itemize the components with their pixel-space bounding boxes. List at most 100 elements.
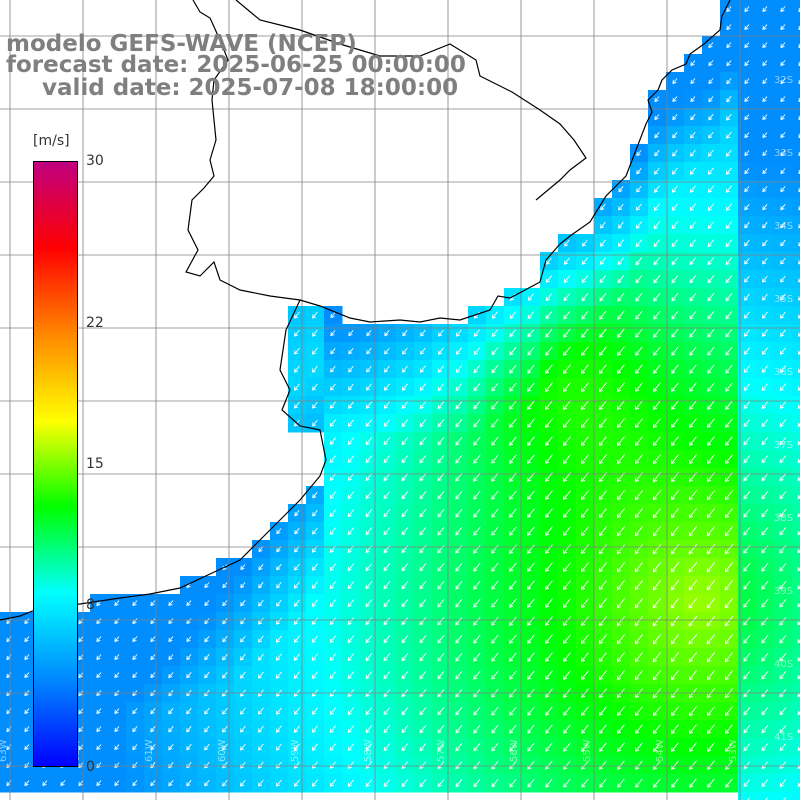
- wind-arrow: [401, 563, 409, 572]
- wind-arrow: [240, 600, 246, 607]
- wind-arrow: [707, 185, 714, 193]
- wind-arrow: [473, 778, 481, 788]
- wind-arrow: [671, 778, 679, 788]
- wind-arrow: [616, 418, 625, 429]
- wind-arrow: [726, 6, 732, 13]
- wind-arrow: [798, 260, 800, 265]
- wind-arrow: [455, 580, 463, 590]
- wind-arrow: [401, 383, 408, 391]
- wind-arrow: [383, 473, 391, 482]
- wind-arrow: [779, 544, 787, 554]
- wind-cell: [738, 792, 757, 800]
- wind-arrow: [744, 221, 750, 229]
- wind-arrow: [527, 724, 535, 734]
- wind-arrow: [240, 582, 246, 589]
- wind-arrow: [204, 779, 210, 787]
- wind-arrow: [706, 615, 716, 627]
- wind-arrow: [402, 329, 408, 337]
- wind-arrow: [527, 616, 535, 626]
- wind-arrow: [654, 132, 660, 139]
- wind-arrow: [616, 400, 625, 411]
- wind-arrow: [581, 275, 589, 284]
- wind-arrow: [455, 544, 463, 554]
- wind-arrow: [765, 797, 769, 800]
- wind-arrow: [419, 707, 427, 716]
- wind-arrow: [743, 473, 751, 482]
- wind-arrow: [419, 544, 427, 554]
- wind-arrow: [527, 382, 535, 392]
- wind-arrow: [401, 707, 409, 716]
- wind-arrow: [114, 636, 120, 643]
- wind-arrow: [365, 635, 373, 644]
- wind-arrow: [329, 563, 337, 572]
- wind-arrow: [617, 257, 625, 266]
- wind-arrow: [437, 598, 445, 608]
- wind-arrow: [545, 508, 553, 518]
- wind-arrow: [294, 527, 300, 535]
- wind-arrow: [617, 724, 625, 734]
- wind-arrow: [329, 599, 337, 608]
- wind-arrow: [132, 654, 138, 661]
- wind-arrow: [670, 706, 679, 717]
- wind-arrow: [725, 742, 733, 752]
- wind-arrow: [348, 330, 354, 337]
- wind-arrow: [598, 418, 607, 429]
- wind-cell: [792, 432, 800, 451]
- wind-arrow: [312, 491, 318, 499]
- wind-arrow: [707, 400, 715, 410]
- wind-arrow: [420, 329, 426, 337]
- wind-arrow: [797, 746, 800, 752]
- wind-arrow: [580, 418, 589, 429]
- wind-arrow: [527, 670, 535, 680]
- wind-arrow: [311, 779, 318, 787]
- wind-arrow: [419, 526, 427, 536]
- wind-arrow: [598, 382, 607, 393]
- wind-arrow: [96, 726, 102, 733]
- wind-arrow: [580, 436, 589, 447]
- wind-arrow: [527, 508, 535, 518]
- wind-arrow: [509, 580, 517, 590]
- wind-arrow: [744, 114, 750, 121]
- wind-arrow: [545, 490, 553, 500]
- wind-arrow: [690, 114, 696, 121]
- wind-arrow: [797, 782, 800, 788]
- wind-arrow: [419, 725, 427, 734]
- wind-arrow: [797, 567, 800, 572]
- wind-arrow: [762, 239, 768, 247]
- wind-arrow: [762, 132, 768, 139]
- wind-arrow: [706, 490, 715, 501]
- wind-arrow: [347, 437, 355, 446]
- wind-arrow: [383, 779, 391, 788]
- wind-arrow: [114, 618, 120, 625]
- wind-arrow: [204, 725, 210, 733]
- wind-arrow: [581, 328, 589, 338]
- wind-arrow: [562, 616, 571, 627]
- wind-arrow: [599, 239, 606, 247]
- wind-arrow: [437, 562, 445, 572]
- wind-cell: [792, 522, 800, 541]
- wind-arrow: [783, 797, 787, 800]
- wind-arrow: [347, 563, 355, 572]
- wind-arrow: [437, 544, 445, 554]
- wind-arrow: [761, 707, 769, 716]
- wind-arrow: [311, 725, 318, 733]
- wind-arrow: [616, 706, 625, 717]
- wind-arrow: [725, 400, 733, 410]
- wind-arrow: [671, 185, 678, 193]
- wind-arrow: [725, 760, 733, 770]
- wind-arrow: [744, 186, 750, 193]
- wind-arrow: [347, 401, 354, 409]
- wind-arrow: [563, 275, 571, 284]
- wind-arrow: [491, 436, 499, 446]
- wind-cell: [792, 252, 800, 271]
- wind-arrow: [347, 419, 354, 427]
- wind-arrow: [653, 310, 661, 320]
- wind-arrow: [401, 437, 409, 446]
- wind-arrow: [706, 544, 716, 555]
- wind-arrow: [312, 527, 318, 535]
- wind-arrow: [564, 239, 570, 247]
- wind-arrow: [761, 365, 768, 373]
- wind-arrow: [797, 549, 800, 554]
- wind-arrow: [545, 275, 552, 283]
- wind-arrow: [598, 580, 607, 591]
